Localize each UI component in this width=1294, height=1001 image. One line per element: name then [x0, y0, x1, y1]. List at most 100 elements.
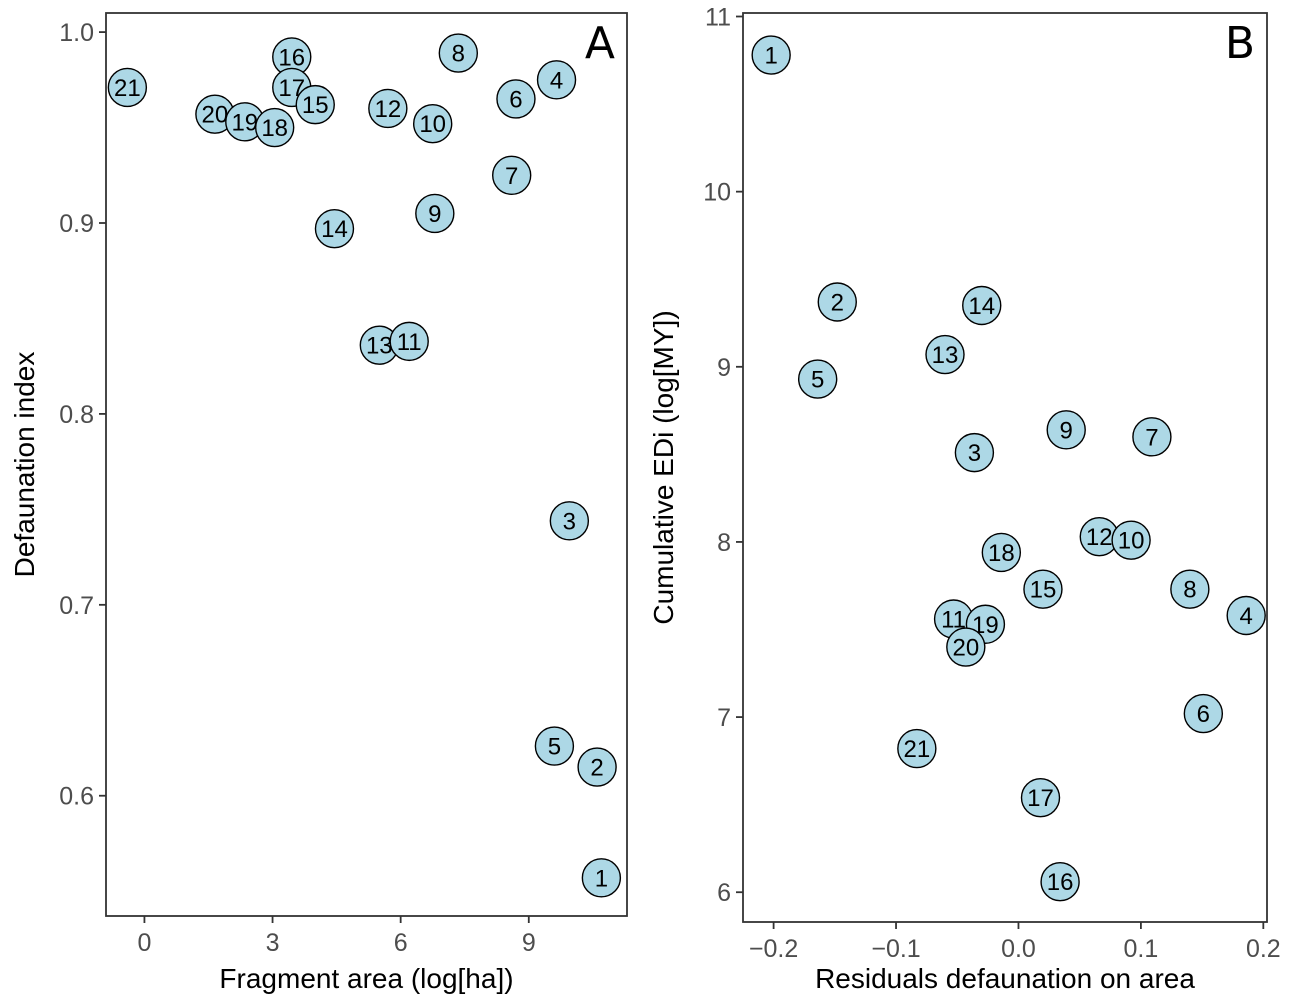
point-label: 1	[764, 43, 777, 70]
point-label: 20	[952, 635, 979, 662]
y-axis-label: Cumulative EDi (log[MY])	[648, 310, 679, 624]
data-point: 8	[438, 33, 479, 73]
point-marker	[581, 858, 622, 898]
point-label: 21	[903, 736, 930, 763]
data-point: 3	[549, 501, 590, 541]
point-marker	[1046, 410, 1086, 450]
plot-frame	[105, 12, 628, 917]
point-marker	[107, 67, 148, 108]
y-tick-label: 11	[705, 4, 731, 32]
y-tick-label: 0.9	[59, 210, 94, 238]
y-tick-label: 8	[717, 529, 731, 557]
point-marker	[491, 155, 532, 195]
point-label: 13	[366, 333, 393, 360]
point-label: 16	[1047, 869, 1074, 896]
data-point: 4	[536, 60, 577, 100]
point-label: 12	[375, 96, 402, 123]
point-marker	[534, 726, 575, 766]
point-marker	[954, 432, 995, 473]
data-point: 21	[897, 728, 937, 769]
x-tick-label: 3	[266, 929, 280, 957]
point-marker	[1023, 569, 1063, 609]
y-tick-label: 1.0	[59, 19, 94, 47]
point-marker	[314, 209, 355, 249]
data-point: 9	[415, 193, 455, 234]
point-label: 7	[505, 163, 518, 190]
point-marker	[496, 79, 536, 119]
data-point: 10	[412, 104, 453, 144]
point-marker	[1132, 417, 1172, 457]
data-point: 1	[581, 858, 622, 898]
point-marker	[577, 747, 617, 787]
y-tick-label: 0.6	[59, 783, 94, 811]
panel-letter: A	[585, 18, 615, 69]
point-marker	[536, 60, 577, 100]
point-label: 19	[231, 109, 258, 136]
data-point: 7	[1132, 417, 1172, 457]
x-tick-label: 0.0	[1001, 935, 1036, 963]
data-point: 14	[962, 285, 1002, 326]
point-label: 20	[202, 102, 229, 129]
point-label: 6	[1197, 701, 1210, 728]
point-marker	[1020, 777, 1061, 818]
data-point: 2	[577, 747, 617, 787]
point-label: 3	[563, 508, 576, 535]
panel-letter: B	[1225, 18, 1255, 69]
point-marker	[817, 282, 857, 322]
point-marker	[254, 107, 295, 148]
point-marker	[1040, 862, 1080, 902]
data-point: 15	[295, 84, 335, 125]
data-point: 12	[1079, 516, 1119, 557]
data-point: 4	[1226, 595, 1266, 636]
point-marker	[1226, 595, 1266, 636]
data-point: 7	[491, 155, 532, 195]
data-point: 6	[1183, 693, 1224, 734]
data-point: 11	[389, 321, 429, 362]
data-point: 12	[368, 88, 408, 129]
data-point: 13	[925, 334, 965, 375]
point-label: 15	[1030, 577, 1057, 604]
point-marker	[368, 88, 408, 129]
point-label: 1	[595, 865, 608, 892]
point-label: 10	[419, 111, 446, 138]
point-label: 5	[811, 367, 824, 394]
point-marker	[962, 285, 1002, 326]
point-marker	[549, 501, 590, 541]
point-marker	[1183, 693, 1224, 734]
point-label: 10	[1118, 528, 1145, 555]
point-label: 8	[452, 41, 465, 68]
point-label: 4	[1240, 603, 1253, 630]
point-label: 5	[548, 734, 561, 761]
data-point: 1	[751, 35, 791, 75]
point-marker	[412, 104, 453, 144]
data-point: 20	[946, 627, 986, 667]
data-point: 2	[817, 282, 857, 322]
point-marker	[389, 321, 429, 362]
point-label: 6	[509, 86, 522, 113]
point-marker	[438, 33, 479, 73]
data-point: 16	[1040, 862, 1080, 902]
point-label: 8	[1183, 577, 1196, 604]
point-label: 18	[261, 115, 288, 142]
point-label: 2	[590, 755, 603, 782]
point-marker	[946, 627, 986, 667]
point-marker	[981, 532, 1022, 573]
point-label: 7	[1145, 424, 1158, 451]
point-marker	[295, 84, 335, 125]
data-point: 9	[1046, 410, 1086, 450]
data-point: 21	[107, 67, 148, 108]
plot-frame	[742, 12, 1268, 923]
point-marker	[1111, 520, 1151, 560]
x-axis-label: Residuals defaunation on area	[815, 963, 1195, 994]
x-tick-label: 6	[394, 929, 408, 957]
point-label: 21	[114, 75, 141, 102]
point-label: 11	[397, 329, 422, 356]
data-point: 5	[534, 726, 575, 766]
y-tick-label: 0.7	[59, 592, 94, 620]
data-point: 18	[254, 107, 295, 148]
point-label: 4	[550, 67, 563, 94]
